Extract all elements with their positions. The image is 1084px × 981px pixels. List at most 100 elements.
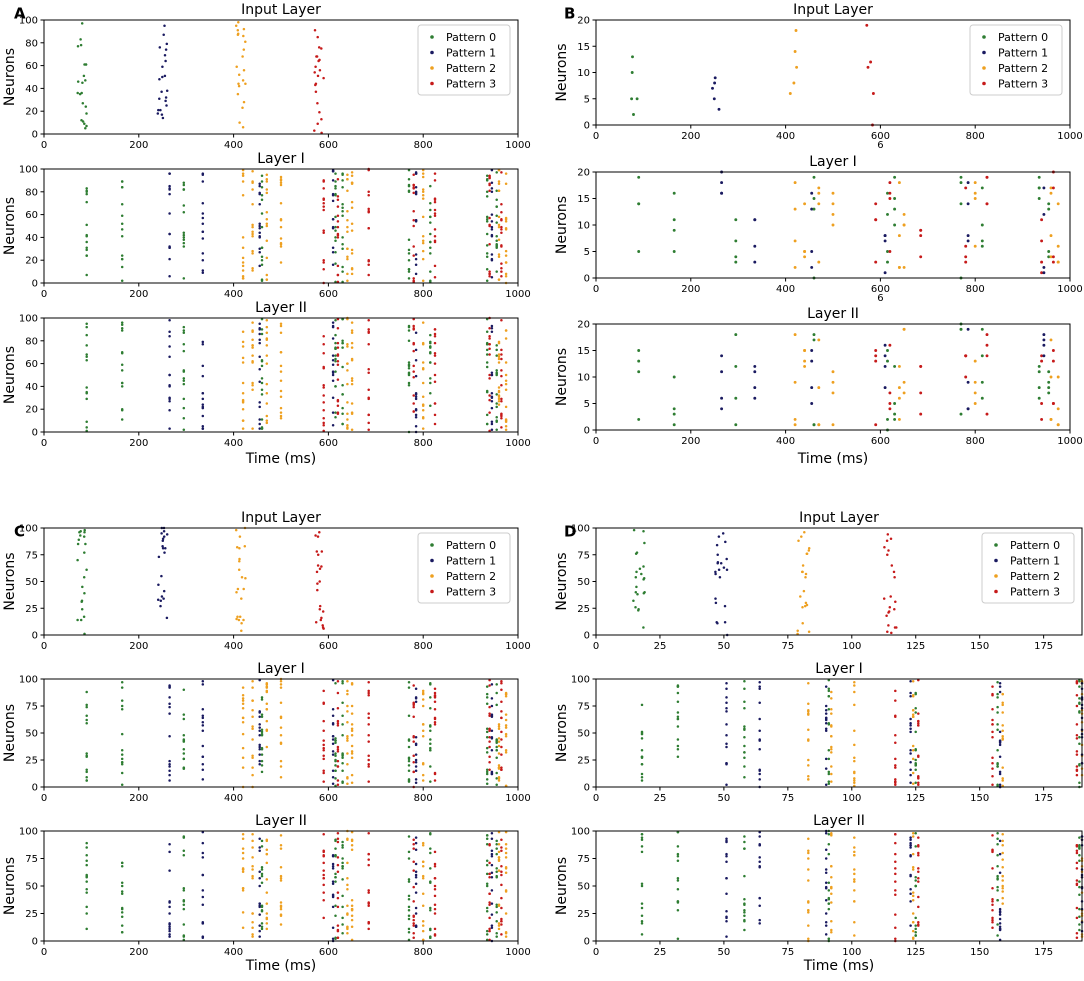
spike-point: [322, 729, 325, 733]
spike-point: [485, 195, 489, 198]
spike-point: [758, 922, 761, 925]
spike-point: [251, 935, 254, 938]
spike-point: [758, 701, 761, 705]
spike-point: [1075, 844, 1079, 847]
spike-point: [830, 712, 833, 715]
spike-point: [334, 225, 337, 229]
spike-point: [429, 706, 432, 710]
spike-point: [716, 562, 719, 565]
spike-point: [260, 198, 264, 202]
spike-point: [201, 714, 205, 717]
legend-label: Pattern 3: [1010, 586, 1060, 599]
spike-point: [336, 747, 340, 751]
spike-point: [346, 932, 349, 935]
spike-point: [407, 897, 411, 901]
spike-point: [914, 924, 917, 927]
spike-point: [201, 922, 205, 925]
spike-point: [429, 352, 432, 355]
spike-point: [909, 679, 912, 683]
spike-point: [1049, 417, 1053, 421]
spike-point: [85, 223, 88, 227]
spike-point: [919, 364, 923, 368]
spike-point: [421, 864, 425, 868]
spike-point: [917, 754, 920, 757]
spike-point: [827, 902, 831, 905]
spike-point: [1001, 844, 1004, 847]
spike-point: [322, 401, 325, 404]
spike-point: [1075, 733, 1079, 737]
spike-point: [279, 741, 283, 744]
spike-point: [753, 396, 757, 400]
spike-point: [433, 352, 437, 355]
spike-point: [182, 428, 186, 431]
spike-point: [959, 175, 963, 179]
spike-point: [165, 42, 169, 46]
spike-point: [313, 71, 316, 74]
spike-point: [336, 724, 340, 727]
spike-point: [241, 886, 245, 890]
spike-point: [331, 753, 335, 756]
spike-point: [883, 354, 887, 358]
spike-point: [334, 855, 337, 858]
spike-point: [490, 190, 494, 194]
x-tick-label: 600: [319, 140, 338, 151]
spike-point: [640, 776, 644, 779]
spike-point: [893, 207, 897, 211]
spike-point: [500, 274, 503, 278]
spike-point: [367, 190, 370, 194]
spike-point: [803, 531, 806, 534]
spike-point: [421, 175, 425, 179]
spike-point: [497, 223, 501, 227]
spike-point: [251, 699, 254, 702]
spike-point: [893, 412, 897, 416]
spike-point: [331, 358, 335, 362]
spike-point: [334, 229, 337, 232]
spike-point: [346, 418, 349, 421]
spike-point: [830, 765, 833, 768]
spike-point: [258, 877, 261, 880]
spike-point: [500, 883, 503, 887]
spike-point: [201, 342, 205, 346]
spike-point: [720, 181, 724, 185]
spike-point: [336, 831, 340, 835]
spike-point: [341, 846, 344, 849]
spike-point: [980, 239, 984, 243]
spike-point: [260, 332, 264, 336]
spike-point: [485, 778, 489, 781]
spike-point: [488, 272, 491, 276]
spike-point: [265, 719, 269, 723]
spike-point: [241, 407, 245, 411]
spike-point: [495, 870, 498, 873]
spike-point: [421, 342, 425, 346]
spike-point: [433, 850, 437, 854]
spike-point: [490, 330, 494, 333]
spike-point: [1056, 423, 1060, 427]
spike-point: [120, 323, 124, 327]
spike-point: [734, 396, 738, 400]
spike-point: [251, 384, 254, 387]
spike-point: [260, 278, 264, 281]
spike-point: [350, 907, 354, 911]
spike-point: [637, 250, 641, 253]
spike-point: [959, 181, 963, 185]
spike-point: [241, 236, 245, 239]
spike-point: [911, 782, 915, 786]
x-tick-label: 1000: [505, 641, 530, 652]
spike-point: [367, 368, 370, 371]
spike-point: [497, 215, 501, 219]
spike-point: [331, 926, 335, 930]
spike-point: [346, 230, 349, 233]
spike-point: [318, 567, 322, 570]
spike-point: [367, 889, 370, 892]
spike-point: [429, 221, 432, 224]
spike-point: [260, 212, 264, 215]
spike-point: [318, 608, 322, 611]
spike-point: [998, 852, 1002, 856]
spike-point: [322, 201, 325, 205]
spike-point: [1075, 704, 1079, 708]
plot-frame: [43, 168, 519, 284]
spike-point: [911, 715, 915, 719]
spike-point: [182, 238, 186, 241]
spike-point: [1078, 846, 1081, 849]
spike-point: [1056, 260, 1060, 264]
